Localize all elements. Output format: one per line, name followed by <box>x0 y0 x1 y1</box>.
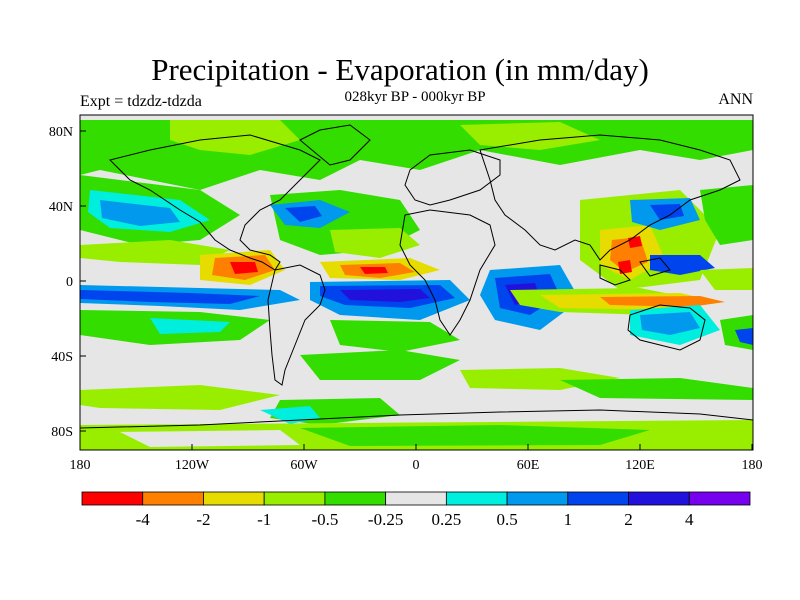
colorbar-label: 0.25 <box>431 510 461 529</box>
colorbar-label: -2 <box>196 510 210 529</box>
field-region <box>460 122 600 150</box>
x-tick-label: 60W <box>290 458 318 473</box>
colorbar-swatch <box>688 491 751 506</box>
field-region <box>330 228 420 258</box>
coastline <box>267 264 326 386</box>
coastline <box>299 124 371 166</box>
coastline <box>479 134 741 261</box>
field-region <box>340 289 430 302</box>
field-region <box>120 430 300 447</box>
field-region <box>80 240 230 265</box>
field-region <box>300 350 460 380</box>
field-region <box>300 425 650 446</box>
x-tick-label: 0 <box>413 458 420 473</box>
colorbar-swatch <box>506 491 569 506</box>
colorbar-label: 0.5 <box>496 510 517 529</box>
field-region <box>628 236 642 248</box>
colorbar-swatch <box>324 491 387 506</box>
coastline <box>639 257 671 277</box>
field-region <box>100 200 180 226</box>
colorbar-label: 2 <box>624 510 633 529</box>
y-tick-label: 40S <box>51 350 73 365</box>
y-tick-label: 0 <box>66 275 73 290</box>
x-tick-label: 180 <box>742 458 763 473</box>
x-tick-label: 180 <box>70 458 91 473</box>
field-region <box>230 262 258 274</box>
field-region <box>618 260 632 274</box>
y-tick-label: 80S <box>51 425 73 440</box>
colorbar-swatch <box>567 491 629 506</box>
coastline <box>404 149 501 206</box>
field-region <box>735 328 753 345</box>
map-subtitle: 028kyr BP - 000kyr BP <box>344 89 486 105</box>
field-region <box>360 267 388 274</box>
colorbar-swatch <box>385 491 447 506</box>
field-region <box>700 185 753 245</box>
colorbar-label: -0.25 <box>368 510 403 529</box>
colorbar-label: 4 <box>685 510 694 529</box>
x-tick-label: 120E <box>625 458 655 473</box>
season-label: ANN <box>718 91 753 108</box>
colorbar-swatch <box>203 491 265 506</box>
x-axis: 180 120W 60W 0 60E 120E 180 <box>70 444 763 473</box>
experiment-label: Expt = tdzdz-tdzda <box>80 93 202 110</box>
coastline <box>399 209 496 336</box>
y-tick-label: 40N <box>49 200 73 215</box>
colorbar-swatch <box>263 491 326 506</box>
field-region <box>150 318 230 334</box>
colorbar-label: -4 <box>136 510 151 529</box>
coastline <box>599 264 631 286</box>
coastline <box>80 409 753 429</box>
y-axis: 80N 40N 0 40S 80S <box>49 125 86 440</box>
field-region <box>600 296 725 307</box>
field-region <box>640 312 700 335</box>
field-region <box>80 290 260 304</box>
colorbar-swatch <box>142 491 204 506</box>
colorbar-label: -0.5 <box>311 510 338 529</box>
field-region <box>700 268 753 290</box>
field-region <box>80 385 280 410</box>
coastline <box>109 134 321 271</box>
x-tick-label: 60E <box>517 458 540 473</box>
field-region <box>330 320 460 352</box>
colorbar-swatch <box>628 491 690 506</box>
colorbar-label: -1 <box>257 510 271 529</box>
field-region <box>650 204 684 220</box>
colorbar-swatch <box>445 491 508 506</box>
map-title: Precipitation - Evaporation (in mm/day) <box>151 52 649 87</box>
colorbar-label: 1 <box>564 510 573 529</box>
field-region <box>560 378 753 400</box>
field-layer <box>80 115 753 450</box>
colorbar-swatch <box>81 491 144 506</box>
y-tick-label: 80N <box>49 125 73 140</box>
field-region <box>285 206 322 222</box>
coastlines <box>80 124 753 429</box>
x-tick-label: 120W <box>175 458 210 473</box>
coastline <box>627 304 706 351</box>
field-region <box>650 255 715 275</box>
colorbar: -4 -2 -1 -0.5 -0.25 0.25 0.5 1 2 4 <box>81 491 751 529</box>
field-region <box>170 120 300 155</box>
